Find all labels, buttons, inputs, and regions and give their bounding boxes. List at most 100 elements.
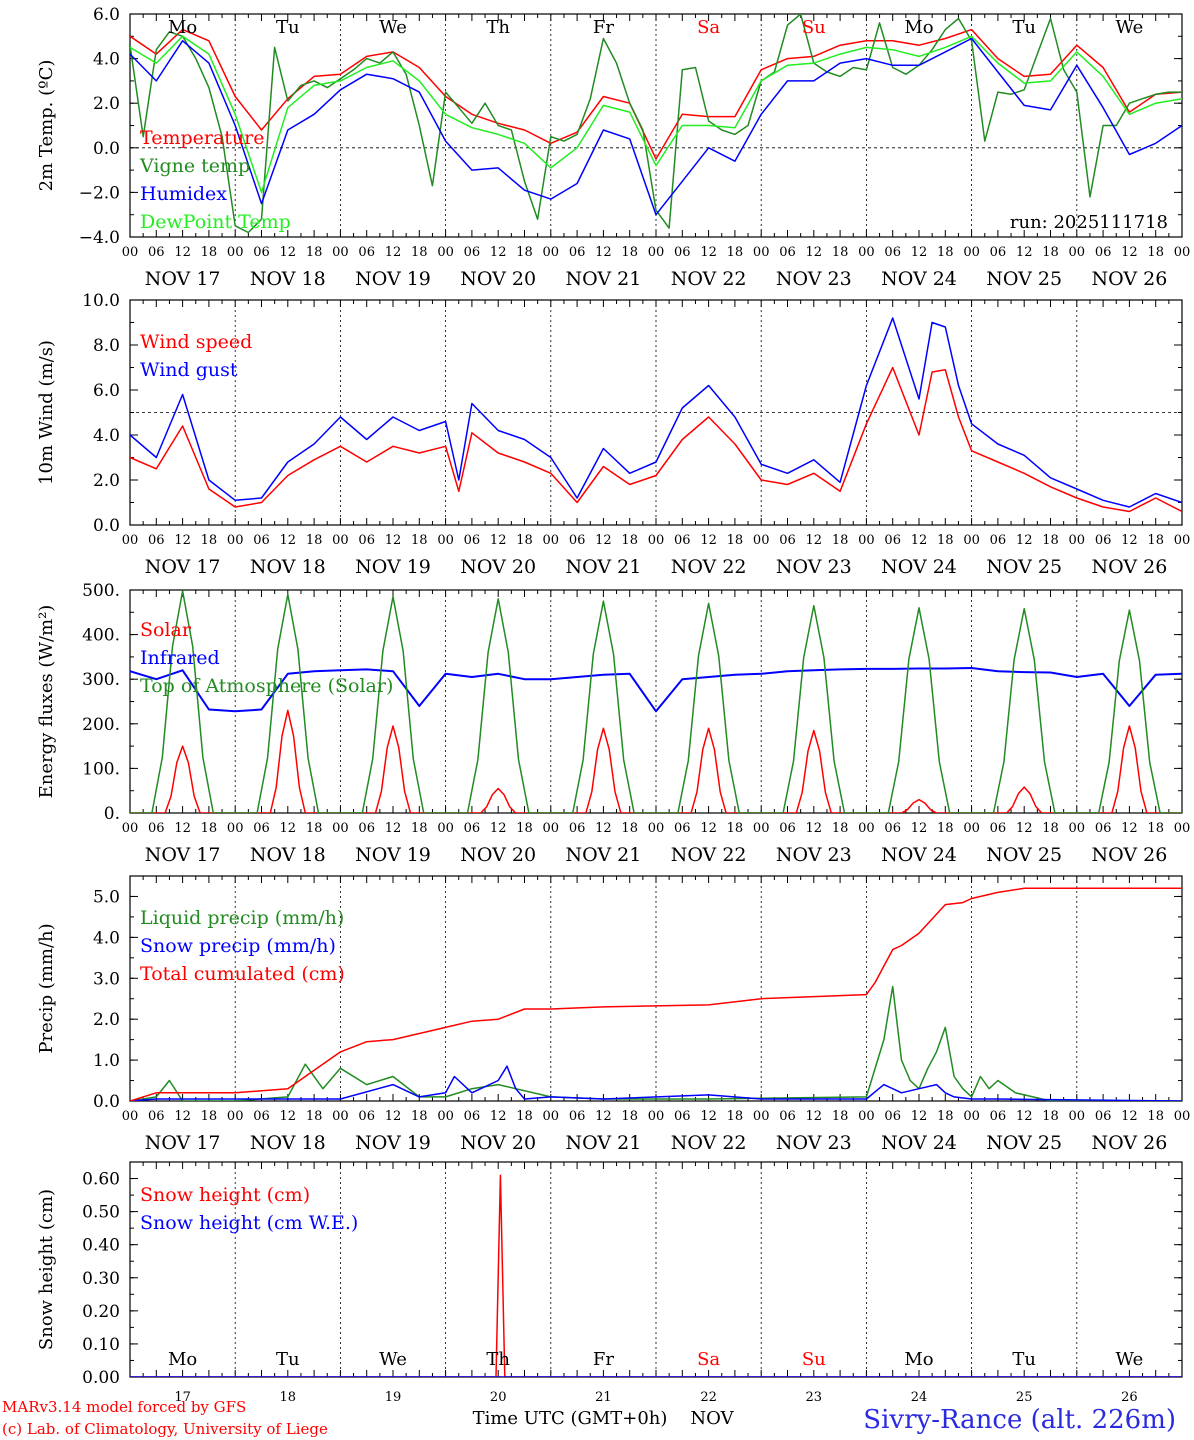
y-tick-label: 0.20 [82, 1302, 120, 1322]
y-tick-label: −2.0 [79, 183, 120, 203]
hour-label: 00 [332, 1109, 349, 1124]
day-number: 23 [806, 1390, 823, 1405]
y-axis-label: Energy fluxes (W/m²) [36, 605, 57, 799]
hour-label: 06 [358, 1109, 375, 1124]
hour-label: 12 [1016, 245, 1033, 260]
day-number: 25 [1016, 1390, 1033, 1405]
hour-label: 06 [358, 821, 375, 836]
hour-label: 06 [990, 1109, 1007, 1124]
hour-label: 18 [306, 533, 323, 548]
legend-entry: Top of Atmosphere (Solar) [140, 675, 393, 697]
y-tick-label: 0.30 [82, 1269, 120, 1289]
day-name: Tu [276, 1349, 300, 1370]
hour-label: 18 [937, 821, 954, 836]
hour-label: 18 [516, 1109, 533, 1124]
day-number: 20 [490, 1390, 507, 1405]
hour-label: 12 [490, 821, 507, 836]
hour-label: 00 [858, 1109, 875, 1124]
hour-label: 12 [700, 1109, 717, 1124]
hour-label: 06 [569, 821, 586, 836]
day-name: We [379, 17, 407, 38]
y-tick-label: 2.0 [93, 1010, 120, 1030]
date-label: NOV 23 [776, 1132, 852, 1154]
series-line-infrared [130, 667, 1182, 713]
hour-label: 18 [832, 821, 849, 836]
y-tick-label: 500. [82, 581, 120, 601]
hour-label: 18 [1147, 821, 1164, 836]
hour-label: 06 [358, 533, 375, 548]
day-name: Fr [593, 17, 614, 38]
date-label: NOV 26 [1091, 1132, 1167, 1154]
date-label: NOV 23 [776, 556, 852, 578]
panel-snow: 0.00 0.10 0.20 0.30 0.40 0.50 0.60 Snow height … [36, 1161, 1183, 1405]
y-tick-label: 300. [82, 670, 120, 690]
hour-label: 12 [806, 1109, 823, 1124]
date-label: NOV 25 [986, 268, 1062, 290]
hour-label: 06 [990, 821, 1007, 836]
hour-label: 12 [385, 821, 402, 836]
date-label: NOV 21 [565, 844, 641, 866]
y-tick-label: 100. [82, 759, 120, 779]
date-label: NOV 24 [881, 268, 957, 290]
hour-label: 06 [464, 245, 481, 260]
hour-label: 00 [122, 245, 139, 260]
hour-label: 00 [648, 533, 665, 548]
series-line-solar [130, 709, 1182, 813]
model-credit: MARv3.14 model forced by GFS [2, 1398, 246, 1416]
hour-label: 00 [1069, 245, 1086, 260]
y-tick-label: 2.0 [93, 94, 120, 114]
y-tick-label: 0.0 [93, 139, 120, 159]
hour-label: 00 [437, 1109, 454, 1124]
legend-entry: Temperature [140, 127, 264, 149]
y-tick-label: 0.50 [82, 1203, 120, 1223]
y-tick-label: 4.0 [93, 50, 120, 70]
y-tick-label: 1.0 [93, 1051, 120, 1071]
hour-label: 00 [1174, 1109, 1191, 1124]
day-name: Tu [1012, 1349, 1036, 1370]
y-axis-label: Precip (mm/h) [36, 923, 57, 1053]
y-tick-label: 400. [82, 626, 120, 646]
panel-temperature: −4.0 −2.0 0.0 2.0 4.0 6.0 2m Temp. (ºC) Tempera… [36, 5, 1190, 290]
date-label: NOV 21 [565, 268, 641, 290]
date-label: NOV 20 [460, 556, 536, 578]
hour-label: 12 [280, 245, 297, 260]
hour-label: 18 [621, 1109, 638, 1124]
legend-entry: Wind speed [140, 331, 252, 353]
legend-entry: Vigne temp [139, 155, 250, 177]
date-label: NOV 22 [671, 1132, 747, 1154]
series-line-snow-precip-mm-h- [130, 1065, 1182, 1101]
series-line-vigne-temp [130, 14, 1182, 234]
day-name: Su [802, 17, 826, 38]
day-name: Fr [593, 1349, 614, 1370]
hour-label: 12 [385, 245, 402, 260]
hour-label: 12 [490, 1109, 507, 1124]
hour-label: 18 [621, 245, 638, 260]
date-label: NOV 26 [1091, 844, 1167, 866]
hour-label: 00 [332, 245, 349, 260]
hour-label: 12 [1121, 533, 1138, 548]
y-axis-label: 10m Wind (m/s) [36, 340, 57, 485]
hour-label: 18 [411, 533, 428, 548]
hour-label: 12 [595, 1109, 612, 1124]
y-axis-label: 2m Temp. (ºC) [36, 60, 57, 192]
y-tick-label: 3.0 [93, 969, 120, 989]
hour-label: 00 [753, 533, 770, 548]
legend-entry: Wind gust [140, 359, 238, 381]
series-line-humidex [130, 37, 1182, 216]
hour-label: 00 [1174, 245, 1191, 260]
hour-label: 00 [227, 821, 244, 836]
hour-label: 06 [990, 245, 1007, 260]
y-tick-label: 0.10 [82, 1335, 120, 1355]
hour-label: 06 [779, 245, 796, 260]
date-label: NOV 19 [355, 268, 431, 290]
hour-label: 12 [595, 533, 612, 548]
hour-label: 12 [911, 245, 928, 260]
hour-label: 18 [937, 1109, 954, 1124]
y-tick-label: 8.0 [93, 336, 120, 356]
hour-label: 18 [937, 533, 954, 548]
date-label: NOV 23 [776, 844, 852, 866]
hour-label: 12 [700, 821, 717, 836]
hour-label: 06 [674, 533, 691, 548]
hour-label: 06 [569, 1109, 586, 1124]
